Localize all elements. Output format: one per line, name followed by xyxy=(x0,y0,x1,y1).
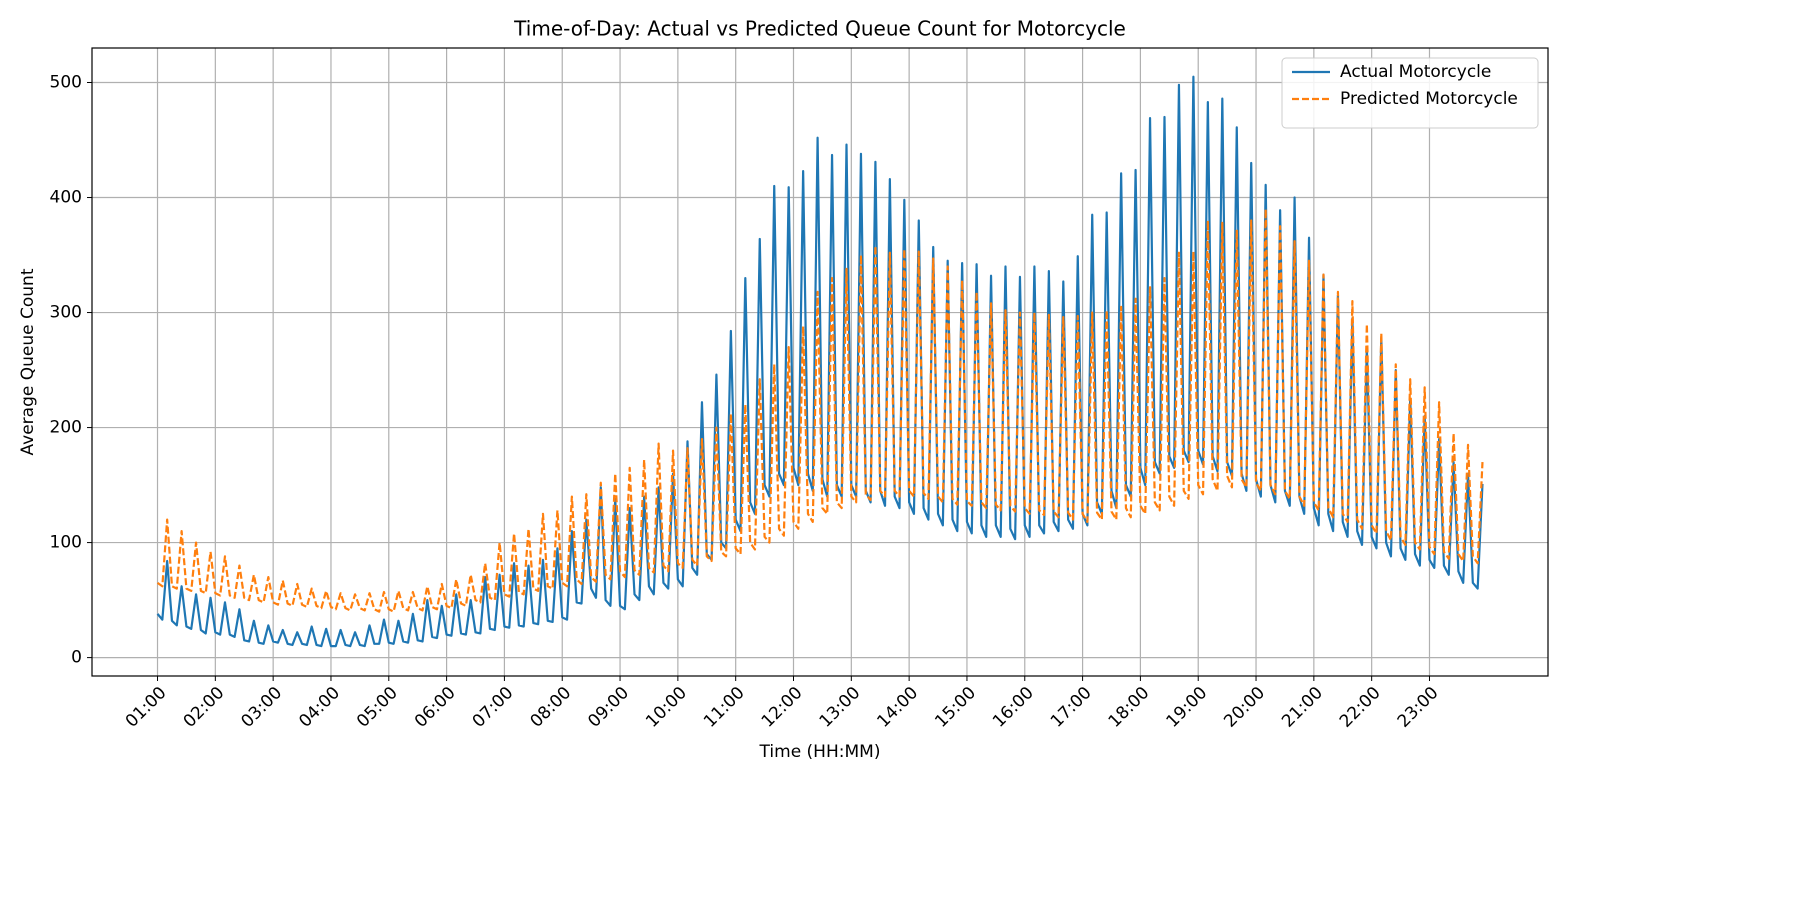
y-tick-label: 0 xyxy=(71,648,82,668)
y-axis-label: Average Queue Count xyxy=(18,268,38,455)
x-axis-label: Time (HH:MM) xyxy=(759,742,881,762)
chart-title: Time-of-Day: Actual vs Predicted Queue C… xyxy=(513,17,1126,41)
y-tick-label: 500 xyxy=(50,73,82,93)
legend-label: Predicted Motorcycle xyxy=(1340,89,1518,109)
plot-frame xyxy=(91,47,1549,677)
y-tick-label: 300 xyxy=(50,303,82,323)
y-tick-label: 200 xyxy=(50,418,82,438)
data-line xyxy=(156,207,1484,613)
y-tick-label: 400 xyxy=(50,188,82,208)
legend-box xyxy=(1281,57,1539,129)
legend-label: Actual Motorcycle xyxy=(1340,62,1491,82)
y-tick-label: 100 xyxy=(50,533,82,553)
legend: Actual Motorcycle Predicted Motorcycle xyxy=(1281,57,1539,129)
